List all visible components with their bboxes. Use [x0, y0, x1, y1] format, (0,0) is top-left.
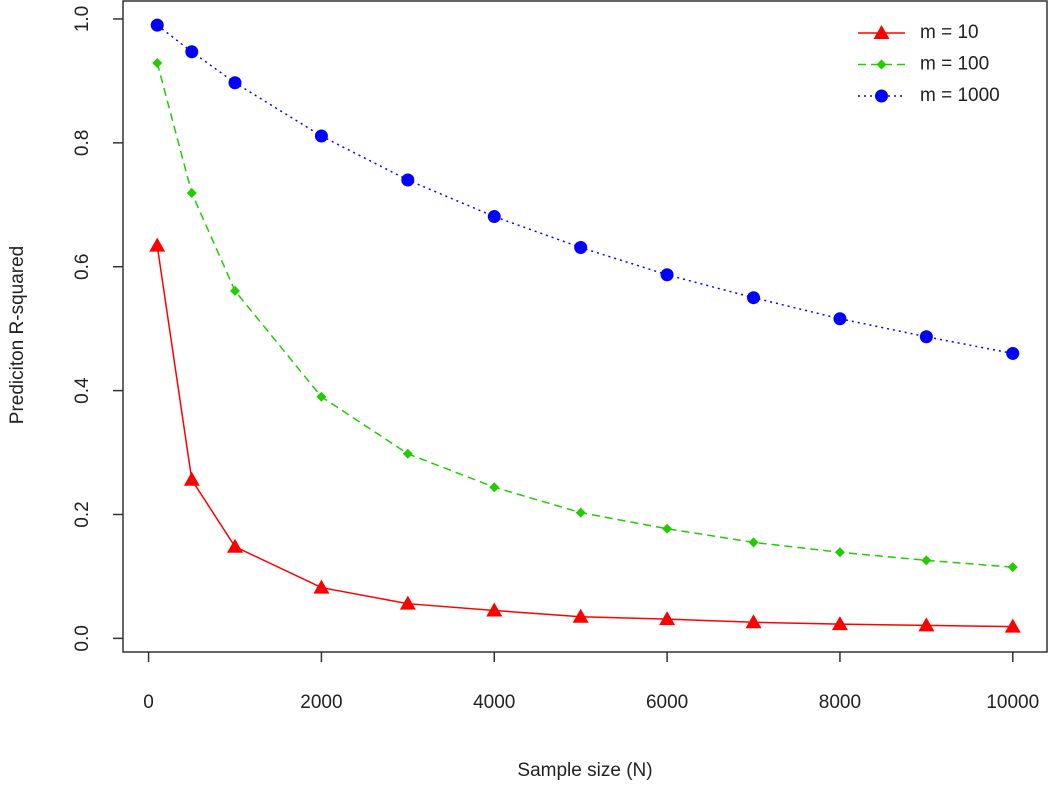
marker	[747, 291, 761, 305]
marker	[402, 448, 413, 459]
marker	[918, 617, 935, 632]
marker	[833, 312, 847, 326]
marker	[399, 595, 416, 610]
x-tick-label: 0	[143, 692, 154, 713]
marker	[227, 538, 243, 553]
marker	[486, 602, 503, 617]
marker	[662, 523, 673, 534]
marker	[745, 614, 762, 629]
marker	[186, 188, 197, 199]
y-tick-label: 0.2	[72, 501, 93, 527]
x-axis-title: Sample size (N)	[517, 760, 652, 781]
y-tick-label: 0.4	[72, 377, 93, 404]
marker	[228, 76, 242, 90]
legend-label: m = 100	[920, 54, 989, 75]
x-tick-label: 6000	[646, 692, 688, 713]
series-line	[156, 62, 1013, 568]
y-tick-label: 0.8	[72, 130, 93, 156]
marker	[574, 241, 588, 255]
y-tick-label: 0.0	[72, 625, 93, 651]
marker	[183, 471, 200, 486]
x-tick-label: 2000	[300, 692, 342, 713]
y-axis-title: Prediciton R-squared	[7, 246, 28, 424]
series-line	[156, 245, 1013, 628]
marker	[572, 608, 589, 623]
marker	[921, 555, 932, 566]
legend-marker	[875, 89, 888, 103]
marker	[1006, 346, 1020, 360]
legend-marker	[876, 59, 887, 70]
marker	[575, 507, 586, 518]
marker	[659, 611, 676, 626]
series-line	[156, 24, 1013, 355]
marker	[150, 18, 164, 32]
y-tick-label: 1.0	[72, 6, 93, 32]
marker	[401, 173, 415, 187]
marker	[831, 616, 848, 631]
marker	[316, 391, 327, 402]
plot-frame	[122, 0, 1048, 653]
marker	[489, 482, 500, 493]
legend-label: m = 10	[920, 22, 979, 43]
marker	[185, 45, 199, 59]
legend-marker	[873, 25, 890, 39]
marker	[748, 537, 759, 548]
x-tick-label: 10000	[986, 692, 1039, 713]
marker	[1004, 618, 1021, 633]
marker	[152, 57, 163, 68]
marker	[314, 129, 328, 143]
y-tick-label: 0.6	[72, 254, 93, 280]
legend-label: m = 1000	[920, 85, 1000, 106]
marker	[660, 268, 674, 282]
marker	[834, 547, 845, 558]
x-tick-label: 8000	[819, 692, 861, 713]
marker	[149, 237, 166, 252]
marker	[230, 285, 240, 296]
x-tick-label: 4000	[473, 692, 515, 713]
marker	[313, 579, 330, 594]
marker	[1007, 562, 1018, 573]
marker	[919, 330, 933, 344]
marker	[487, 210, 501, 224]
